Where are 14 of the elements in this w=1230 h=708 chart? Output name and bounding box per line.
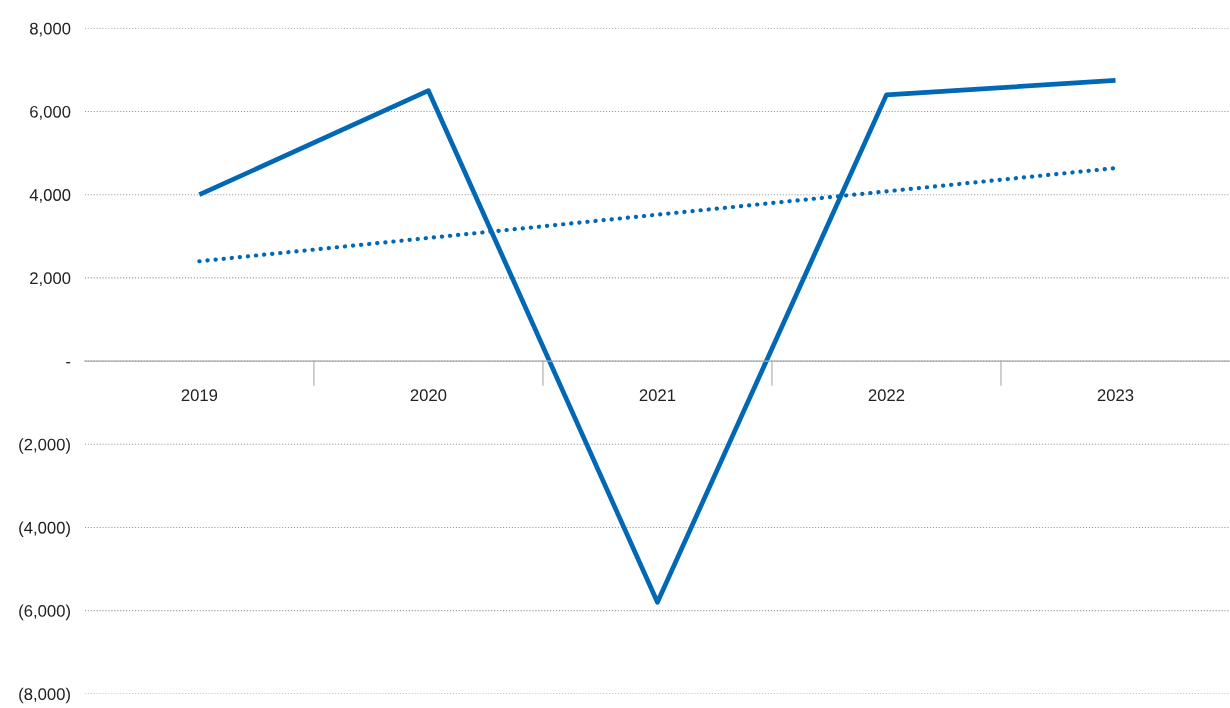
y-tick-label: 4,000 bbox=[29, 189, 71, 203]
y-tick-label: (6,000) bbox=[19, 604, 70, 621]
x-tick-label: 2022 bbox=[868, 389, 905, 402]
y-tick-label: - bbox=[66, 362, 71, 364]
y-tick-label: 6,000 bbox=[30, 105, 71, 120]
x-tick-label: 2021 bbox=[639, 389, 676, 402]
y-tick-label: 2,000 bbox=[30, 272, 71, 287]
y-tick-label: (4,000) bbox=[19, 521, 70, 537]
y-tick-label: 8,000 bbox=[30, 22, 71, 37]
y-tick-label: (8,000) bbox=[19, 687, 70, 704]
y-tick-label: (2,000) bbox=[19, 438, 70, 454]
x-tick-label: 2019 bbox=[181, 389, 218, 402]
x-tick-label: 2020 bbox=[410, 389, 447, 402]
x-tick-label: 2023 bbox=[1097, 389, 1134, 402]
